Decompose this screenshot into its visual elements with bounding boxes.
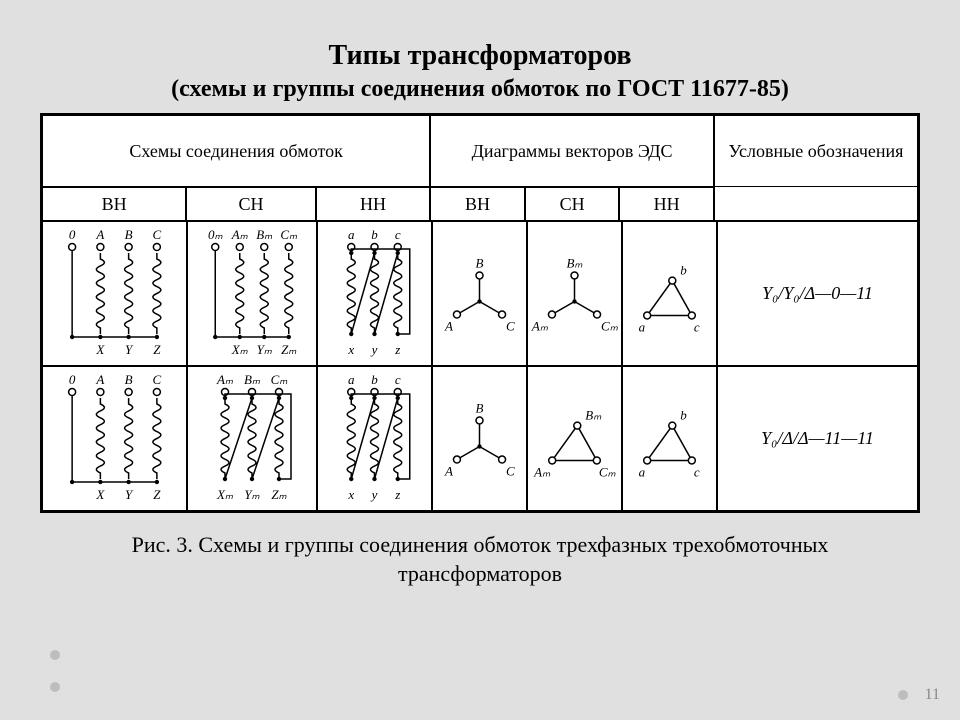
header-sch-bh: ВН: [42, 187, 186, 221]
bullet-decoration: [50, 650, 60, 660]
figure-caption: Рис. 3. Схемы и группы соединения обмото…: [70, 531, 890, 588]
svg-text:C: C: [153, 372, 162, 387]
svg-text:y: y: [370, 342, 378, 357]
cell-vec-bh-1: A B C: [432, 221, 527, 366]
svg-text:Zₘ: Zₘ: [281, 342, 297, 357]
cell-vec-ch-2: Aₘ Bₘ Cₘ: [527, 366, 622, 511]
svg-text:Cₘ: Cₘ: [280, 227, 298, 242]
svg-text:z: z: [394, 342, 400, 357]
svg-text:a: a: [348, 372, 355, 387]
svg-text:Xₘ: Xₘ: [216, 487, 234, 502]
svg-text:Aₘ: Aₘ: [231, 227, 249, 242]
svg-text:X: X: [95, 487, 105, 502]
header-symbols: Условные обозначения: [714, 115, 918, 187]
svg-text:A: A: [444, 464, 453, 479]
svg-text:Y: Y: [125, 342, 134, 357]
svg-text:Xₘ: Xₘ: [231, 342, 249, 357]
header-sch-hh: НН: [316, 187, 430, 221]
svg-text:0ₘ: 0ₘ: [208, 227, 224, 242]
table-row: 0 A X B Y C Z 0ₘ Aₘ Xₘ Bₘ Yₘ Cₘ Zₘ a x b y c z A B C Aₘ Bₘ Cₘ…: [42, 221, 918, 366]
header-vec-bh: ВН: [430, 187, 525, 221]
svg-text:Zₘ: Zₘ: [271, 487, 287, 502]
svg-text:c: c: [395, 372, 401, 387]
svg-text:X: X: [95, 342, 105, 357]
svg-text:a: a: [348, 227, 355, 242]
svg-text:Bₘ: Bₘ: [244, 372, 261, 387]
svg-text:Cₘ: Cₘ: [271, 372, 289, 387]
cell-vec-hh-1: a b c: [622, 221, 717, 366]
svg-text:B: B: [476, 400, 484, 415]
svg-text:A: A: [95, 372, 104, 387]
svg-text:b: b: [680, 408, 687, 423]
svg-text:C: C: [506, 464, 515, 479]
svg-text:0: 0: [69, 372, 76, 387]
svg-text:z: z: [394, 487, 400, 502]
svg-text:x: x: [347, 487, 354, 502]
svg-text:Aₘ: Aₘ: [533, 464, 551, 479]
header-vec-ch: СН: [525, 187, 620, 221]
svg-text:b: b: [371, 372, 378, 387]
svg-text:Yₘ: Yₘ: [244, 487, 260, 502]
svg-text:Cₘ: Cₘ: [601, 319, 619, 334]
header-vectors: Диаграммы векторов ЭДС: [430, 115, 714, 187]
svg-text:Z: Z: [153, 487, 161, 502]
page-subtitle: (схемы и группы соединения обмоток по ГО…: [30, 76, 930, 103]
svg-text:B: B: [125, 227, 133, 242]
svg-text:c: c: [694, 319, 700, 334]
designation-2: Y₀/Δ/Δ—11—11: [717, 366, 918, 511]
bullet-decoration: [898, 690, 908, 700]
svg-text:A: A: [95, 227, 104, 242]
page-title: Типы трансформаторов: [30, 40, 930, 72]
svg-text:x: x: [347, 342, 354, 357]
cell-vec-ch-1: Aₘ Bₘ Cₘ: [527, 221, 622, 366]
svg-text:Yₘ: Yₘ: [257, 342, 273, 357]
bullet-decoration: [50, 682, 60, 692]
cell-sch-bh-1: 0 A X B Y C Z: [42, 221, 187, 366]
designation-1: Y₀/Y₀/Δ—0—11: [717, 221, 918, 366]
page-number: 11: [925, 686, 940, 704]
svg-text:Bₘ: Bₘ: [566, 255, 583, 270]
header-vec-hh: НН: [619, 187, 714, 221]
svg-text:Aₘ: Aₘ: [531, 319, 549, 334]
cell-sch-hh-1: a x b y c z: [317, 221, 432, 366]
svg-text:Aₘ: Aₘ: [216, 372, 234, 387]
cell-vec-bh-2: A B C: [432, 366, 527, 511]
header-sch-ch: СН: [186, 187, 315, 221]
svg-text:c: c: [694, 464, 700, 479]
svg-text:C: C: [506, 319, 515, 334]
svg-text:B: B: [125, 372, 133, 387]
svg-text:b: b: [680, 263, 687, 278]
cell-sch-hh-2: a x b y c z: [317, 366, 432, 511]
svg-text:b: b: [371, 227, 378, 242]
cell-sch-bh-2: 0 A X B Y C Z: [42, 366, 187, 511]
header-schemes: Схемы соединения обмоток: [42, 115, 430, 187]
svg-text:Cₘ: Cₘ: [599, 464, 617, 479]
svg-text:y: y: [370, 487, 378, 502]
svg-text:Bₘ: Bₘ: [256, 227, 273, 242]
svg-text:a: a: [639, 464, 646, 479]
svg-text:c: c: [395, 227, 401, 242]
svg-text:Bₘ: Bₘ: [585, 408, 602, 423]
table-row: 0 A X B Y C Z Aₘ Xₘ Bₘ Yₘ Cₘ Zₘ a x b y c z A B C Aₘ Bₘ Cₘ a…: [42, 366, 918, 511]
cell-sch-ch-2: Aₘ Xₘ Bₘ Yₘ Cₘ Zₘ: [187, 366, 317, 511]
svg-text:Y: Y: [125, 487, 134, 502]
cell-vec-hh-2: a b c: [622, 366, 717, 511]
svg-text:a: a: [639, 319, 646, 334]
transformer-table: Схемы соединения обмоток Диаграммы векто…: [40, 113, 920, 513]
svg-text:B: B: [476, 255, 484, 270]
svg-text:0: 0: [69, 227, 76, 242]
svg-text:C: C: [153, 227, 162, 242]
cell-sch-ch-1: 0ₘ Aₘ Xₘ Bₘ Yₘ Cₘ Zₘ: [187, 221, 317, 366]
svg-text:A: A: [444, 319, 453, 334]
svg-text:Z: Z: [153, 342, 161, 357]
